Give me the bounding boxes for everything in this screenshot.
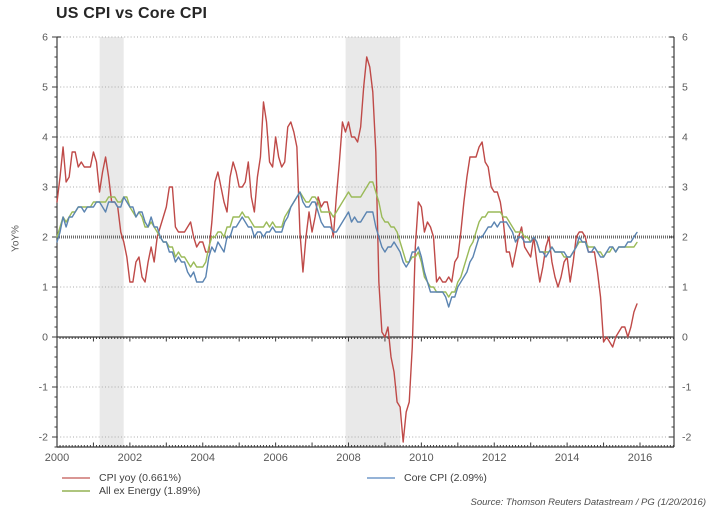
x-axis-tick-label: 2010 — [409, 452, 433, 464]
cpi-yoy-line-sample — [62, 476, 90, 480]
series-line — [56, 56, 638, 443]
y-axis-tick-label: -1 — [39, 382, 48, 394]
source-note: Source: Thomson Reuters Datastream / PG … — [470, 497, 707, 508]
series-line — [56, 191, 638, 308]
y-axis-tick-label-right: -2 — [682, 432, 691, 444]
legend-item-cpi-yoy: CPI yoy (0.661%) — [62, 472, 182, 484]
y-axis-tick-label-right: 2 — [682, 232, 688, 244]
y-axis-tick-label-right: 1 — [682, 282, 688, 294]
legend-label-cpi-yoy: CPI yoy (0.661%) — [99, 472, 182, 484]
x-axis-tick-label: 2002 — [118, 452, 142, 464]
legend-item-core-cpi: Core CPI (2.09%) — [367, 472, 487, 484]
x-axis-tick-label: 2000 — [45, 452, 69, 464]
x-axis-tick-label: 2006 — [263, 452, 287, 464]
recession-band — [99, 37, 124, 447]
x-axis-tick-label: 2012 — [482, 452, 506, 464]
x-axis-tick-label: 2008 — [336, 452, 360, 464]
y-axis-tick-label-right: 0 — [682, 332, 688, 344]
x-axis-tick-label: 2004 — [191, 452, 215, 464]
x-axis-tick-label: 2014 — [555, 452, 579, 464]
legend-item-all-ex-energy: All ex Energy (1.89%) — [62, 485, 201, 497]
y-axis-tick-label: 4 — [42, 132, 48, 144]
y-axis-tick-label-right: 5 — [682, 82, 688, 94]
y-axis-tick-label: 3 — [42, 182, 48, 194]
y-axis-tick-label: 6 — [42, 32, 48, 44]
legend-label-core-cpi: Core CPI (2.09%) — [404, 472, 487, 484]
y-axis-tick-label-right: 6 — [682, 32, 688, 44]
chart-title: US CPI vs Core CPI — [56, 5, 208, 22]
y-axis-tick-label: 2 — [42, 232, 48, 244]
y-axis-tick-label: -2 — [39, 432, 48, 444]
legend-label-all-ex-energy: All ex Energy (1.89%) — [99, 485, 201, 497]
y-axis-tick-label: 1 — [42, 282, 48, 294]
y-axis-tick-label: 5 — [42, 82, 48, 94]
y-axis-tick-label: 0 — [42, 332, 48, 344]
all-ex-energy-line-sample — [62, 490, 90, 492]
y-axis-tick-label-right: 4 — [682, 132, 688, 144]
core-cpi-line-sample — [367, 476, 395, 480]
y-axis-tick-label-right: -1 — [682, 382, 691, 394]
y-axis-tick-label-right: 3 — [682, 182, 688, 194]
x-axis-tick-label: 2016 — [628, 452, 652, 464]
